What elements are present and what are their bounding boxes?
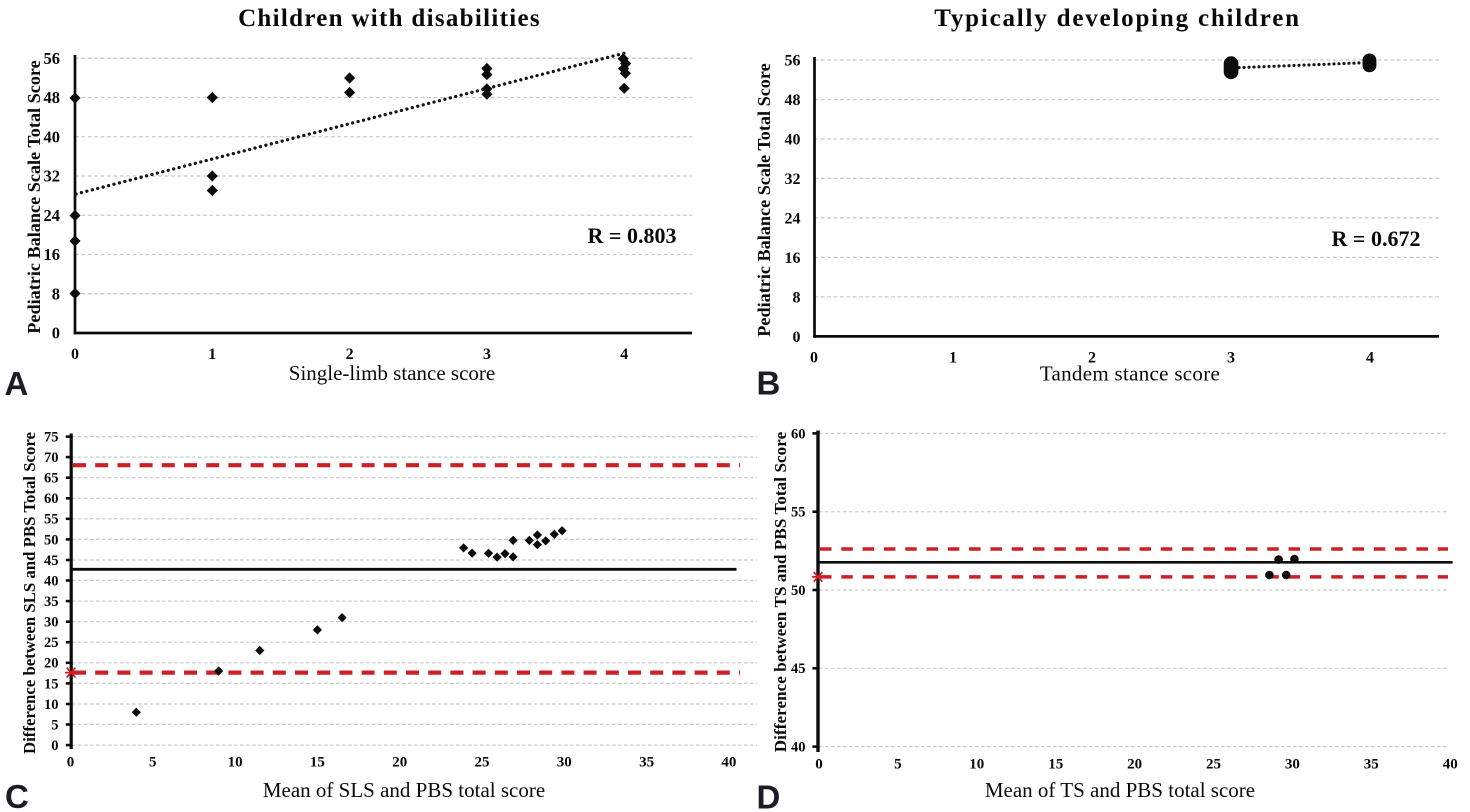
svg-text:Mean of TS and PBS total score: Mean of TS and PBS total score [985,778,1255,802]
svg-text:15: 15 [44,676,59,692]
svg-text:24: 24 [44,206,61,225]
svg-text:16: 16 [785,250,801,267]
svg-text:40: 40 [1443,757,1458,773]
svg-text:30: 30 [1285,757,1300,773]
svg-text:0: 0 [51,738,58,754]
svg-text:75: 75 [44,429,59,445]
svg-text:60: 60 [791,426,806,442]
svg-text:2: 2 [346,346,354,363]
svg-text:16: 16 [44,245,61,264]
svg-text:25: 25 [1206,757,1221,773]
svg-text:10: 10 [228,755,243,771]
svg-text:0: 0 [815,757,823,773]
svg-text:56: 56 [785,53,801,70]
svg-text:32: 32 [44,167,61,186]
svg-text:4: 4 [620,346,628,363]
svg-text:3: 3 [1227,350,1235,367]
svg-text:4: 4 [1366,350,1374,367]
svg-text:48: 48 [785,92,801,109]
svg-text:50: 50 [44,532,59,548]
svg-text:R = 0.672: R = 0.672 [1332,226,1421,251]
svg-text:32: 32 [785,171,801,188]
svg-text:35: 35 [639,755,654,771]
svg-text:Mean of SLS and PBS total scor: Mean of SLS and PBS total score [263,778,545,802]
svg-text:C: C [5,778,29,812]
svg-text:25: 25 [475,755,490,771]
svg-text:20: 20 [44,656,59,672]
svg-text:20: 20 [1127,757,1142,773]
svg-text:20: 20 [392,755,407,771]
svg-text:40: 40 [44,127,61,146]
svg-text:Typically developing children: Typically developing children [934,5,1301,32]
svg-text:5: 5 [149,755,157,771]
svg-text:D: D [757,779,781,812]
svg-text:B: B [757,365,781,402]
svg-text:30: 30 [557,755,572,771]
svg-text:35: 35 [44,594,59,610]
svg-text:56: 56 [44,49,61,68]
svg-text:65: 65 [44,471,59,487]
svg-text:0: 0 [67,755,75,771]
svg-text:24: 24 [785,211,801,228]
svg-text:30: 30 [44,615,59,631]
svg-text:15: 15 [1048,757,1063,773]
svg-text:0: 0 [52,324,60,343]
svg-text:3: 3 [483,346,491,363]
svg-text:0: 0 [810,350,818,367]
svg-text:55: 55 [44,512,59,528]
svg-text:1: 1 [949,350,957,367]
svg-text:35: 35 [1364,757,1379,773]
svg-text:45: 45 [791,661,806,677]
svg-text:A: A [5,365,29,402]
svg-text:5: 5 [51,717,58,733]
svg-text:Difference between TS and PBS: Difference between TS and PBS Total Scor… [771,431,790,752]
svg-text:55: 55 [791,505,806,521]
svg-text:Children with disabilities: Children with disabilities [238,5,541,32]
svg-text:0: 0 [71,346,79,363]
svg-text:10: 10 [969,757,984,773]
svg-text:40: 40 [721,755,736,771]
svg-text:Single-limb stance score: Single-limb stance score [289,361,495,385]
svg-text:0: 0 [793,329,801,346]
svg-text:25: 25 [44,635,59,651]
svg-text:45: 45 [44,553,59,569]
svg-text:2: 2 [1088,350,1096,367]
svg-text:1: 1 [208,346,216,363]
svg-text:15: 15 [310,755,325,771]
svg-text:10: 10 [44,697,59,713]
svg-text:48: 48 [44,88,61,107]
svg-text:Difference between SLS and PBS: Difference between SLS and PBS Total Sco… [20,431,39,754]
svg-text:Tandem stance score: Tandem stance score [1040,362,1220,386]
svg-text:40: 40 [785,132,801,149]
svg-text:Pediatric Balance Scale Total: Pediatric Balance Scale Total Score [754,63,774,336]
svg-text:R = 0.803: R = 0.803 [588,223,677,248]
svg-text:Pediatric Balance Scale Total: Pediatric Balance Scale Total Score [24,60,44,333]
svg-text:50: 50 [791,583,806,599]
svg-text:8: 8 [793,290,801,307]
svg-text:40: 40 [44,573,59,589]
svg-text:70: 70 [44,450,59,466]
svg-text:8: 8 [52,284,60,303]
svg-text:5: 5 [894,757,902,773]
svg-text:60: 60 [44,491,59,507]
svg-text:40: 40 [791,740,806,756]
